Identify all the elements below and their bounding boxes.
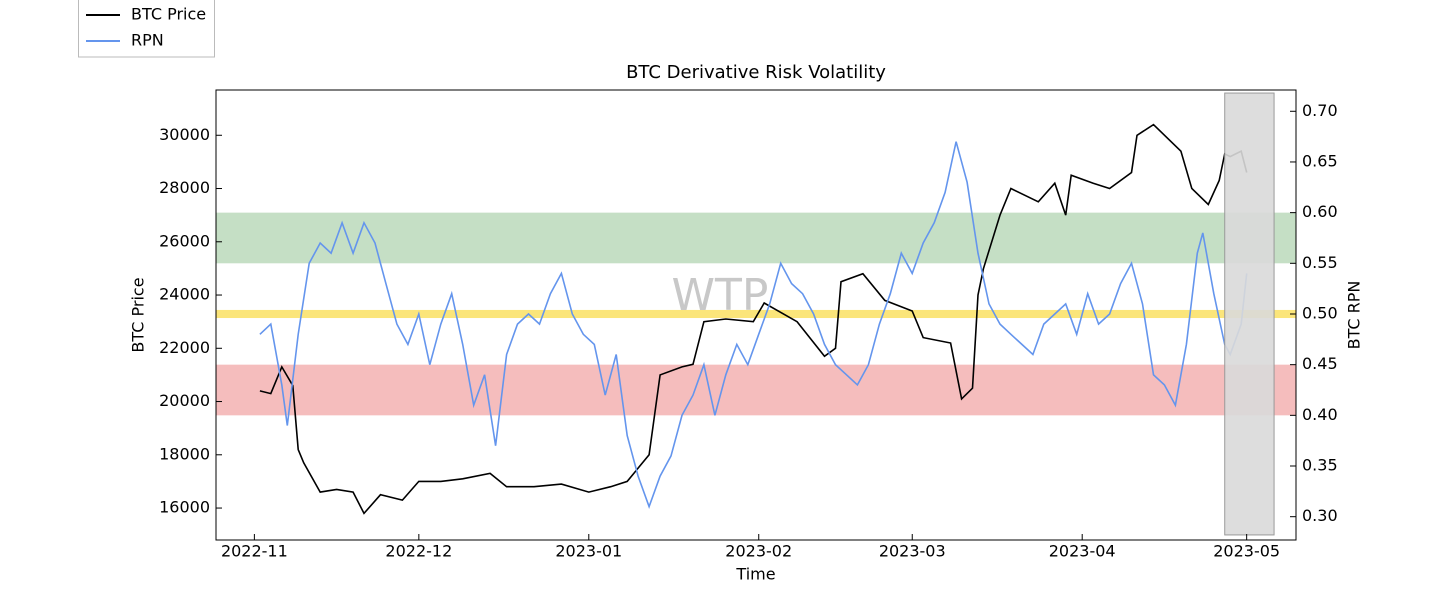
legend-label: RPN: [131, 31, 164, 50]
y-tick-label: 26000: [159, 231, 210, 250]
x-tick-label: 2023-02: [725, 542, 792, 561]
y2-axis-label: BTC RPN: [1345, 281, 1364, 350]
y2-tick-label: 0.70: [1302, 101, 1338, 120]
highlight-region: [1224, 92, 1275, 536]
y-tick-label: 20000: [159, 391, 210, 410]
series-line: [259, 123, 1248, 515]
legend-label: BTC Price: [131, 5, 206, 24]
y2-tick-label: 0.45: [1302, 354, 1338, 373]
y-tick-label: 30000: [159, 125, 210, 144]
watermark: WTP: [672, 270, 769, 321]
y-tick-label: 18000: [159, 444, 210, 463]
chart-title: BTC Derivative Risk Volatility: [626, 62, 886, 83]
y-tick-label: 24000: [159, 285, 210, 304]
y2-tick-label: 0.55: [1302, 253, 1338, 272]
legend-box: [78, 0, 215, 58]
x-tick-label: 2022-12: [385, 542, 452, 561]
y2-tick-label: 0.30: [1302, 506, 1338, 525]
x-tick-label: 2022-11: [221, 542, 288, 561]
x-tick-label: 2023-01: [555, 542, 622, 561]
y2-tick-label: 0.65: [1302, 151, 1338, 170]
plot-frame: [215, 89, 1297, 541]
series-line: [259, 141, 1248, 509]
x-tick-label: 2023-05: [1213, 542, 1280, 561]
x-axis-label: Time: [735, 565, 775, 584]
x-tick-label: 2023-03: [879, 542, 946, 561]
y2-tick-label: 0.50: [1302, 303, 1338, 322]
y2-tick-label: 0.35: [1302, 456, 1338, 475]
legend: BTC Price RPN: [78, 0, 215, 58]
y-tick-label: 22000: [159, 338, 210, 357]
y-tick-label: 16000: [159, 498, 210, 517]
y2-tick-label: 0.40: [1302, 405, 1338, 424]
band: [216, 309, 1296, 319]
x-tick-label: 2023-04: [1049, 542, 1116, 561]
y-tick-label: 28000: [159, 178, 210, 197]
y2-tick-label: 0.60: [1302, 202, 1338, 221]
y-axis-label: BTC Price: [129, 277, 148, 352]
band: [216, 364, 1296, 416]
band: [216, 212, 1296, 264]
